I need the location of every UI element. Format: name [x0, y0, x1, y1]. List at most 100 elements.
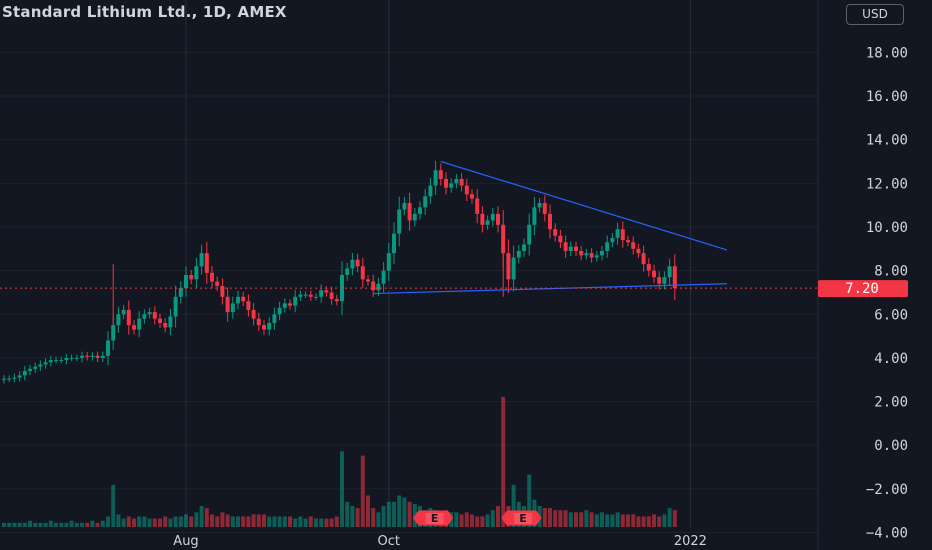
price-tick-label: 14.00 [866, 133, 908, 149]
candle-body [33, 366, 38, 369]
volume-bar [241, 516, 246, 527]
candle-body [428, 185, 433, 197]
candle-body [303, 294, 308, 296]
volume-bar [282, 516, 287, 527]
volume-bar [459, 514, 464, 527]
volume-bar [111, 485, 116, 527]
candle-body [194, 266, 199, 280]
candle-body [470, 194, 474, 199]
candle-body [480, 213, 485, 225]
candle-body [100, 355, 105, 358]
candle-body [610, 237, 615, 243]
candle-body [454, 178, 459, 184]
candle-body [334, 299, 339, 302]
last-price-label: 7.20 [845, 281, 879, 297]
candle-body [282, 303, 287, 308]
candle-body [106, 340, 110, 356]
candle-body [407, 202, 412, 221]
time-axis[interactable]: Aug Oct 2022 [173, 534, 707, 549]
candle-body [646, 264, 651, 271]
volume-bar [314, 518, 318, 527]
volume-bar [553, 510, 558, 527]
candle-body [215, 281, 220, 286]
volume-bar [381, 506, 386, 527]
volume-bar [80, 522, 84, 527]
volume-bar [527, 474, 532, 527]
volume-bar [397, 495, 402, 527]
candle-body [464, 185, 469, 195]
candle-body [48, 360, 53, 363]
candle-body [527, 224, 532, 245]
volume-bar [288, 516, 292, 527]
volume-bar [59, 522, 64, 527]
volume-bar [132, 518, 136, 527]
candle-body [308, 294, 313, 297]
time-tick-label: Oct [378, 534, 400, 549]
candle-body [490, 213, 495, 221]
candle-body [485, 220, 490, 225]
volume-bar [293, 518, 298, 527]
candle-body [542, 202, 547, 214]
trendlines[interactable] [373, 160, 727, 295]
volume-bar [303, 518, 308, 527]
candle-body [277, 307, 282, 315]
candle-body [256, 318, 261, 326]
volume-bar [142, 516, 147, 527]
volume-bar [277, 516, 282, 527]
volume-bar [360, 455, 365, 527]
candle-body [178, 288, 183, 297]
volume-bar [631, 514, 636, 527]
candle-body [360, 266, 365, 280]
candle-body [652, 270, 656, 278]
candle-body [537, 202, 542, 208]
candle-body [397, 209, 402, 234]
price-tick-label: 18.00 [866, 45, 908, 61]
candle-body [168, 316, 173, 328]
volume-bar [490, 510, 495, 527]
candle-body [553, 229, 558, 236]
earnings-label: E [519, 512, 527, 525]
candle-body [548, 213, 552, 230]
price-axis[interactable]: 18.00 16.00 14.00 12.00 10.00 8.00 6.00 4.00 2.0… [817, 0, 908, 550]
candle-body [589, 253, 594, 258]
volume-bar [215, 516, 220, 527]
volume-bar [641, 516, 646, 527]
candle-body [121, 309, 126, 315]
volume-bar [137, 516, 142, 527]
currency-button[interactable]: USD [846, 4, 904, 25]
volume-bar [480, 516, 485, 527]
candle-body [324, 290, 329, 293]
candle-body [620, 229, 625, 241]
candle-body [288, 303, 292, 306]
volume-bar [12, 522, 17, 527]
volume-bar [402, 497, 407, 527]
earnings-marker[interactable]: E [412, 510, 454, 526]
candle-body [412, 213, 417, 221]
candle-body [142, 314, 147, 319]
candle-body [600, 250, 604, 256]
candle-body [386, 253, 391, 271]
candle-body [95, 355, 100, 358]
candle-body [204, 253, 209, 273]
volume-bar [90, 520, 95, 527]
price-tick-label: 10.00 [866, 220, 908, 236]
volume-bar [298, 516, 303, 527]
volume-bar [485, 514, 490, 527]
earnings-marker[interactable]: E [501, 510, 542, 526]
volume-bar [386, 501, 391, 527]
volume-bar [22, 522, 27, 527]
candle-body [371, 281, 376, 291]
candle-body [7, 378, 12, 380]
chart-grid [0, 0, 818, 534]
volume-bar [121, 518, 126, 527]
candle-body [241, 296, 246, 302]
candle-body [163, 323, 168, 328]
volume-bar [662, 514, 667, 527]
volume-bar [204, 508, 209, 527]
volume-bar [345, 501, 350, 527]
volume-bar [106, 516, 110, 527]
volume-bar [542, 508, 547, 527]
candle-body [496, 213, 500, 225]
